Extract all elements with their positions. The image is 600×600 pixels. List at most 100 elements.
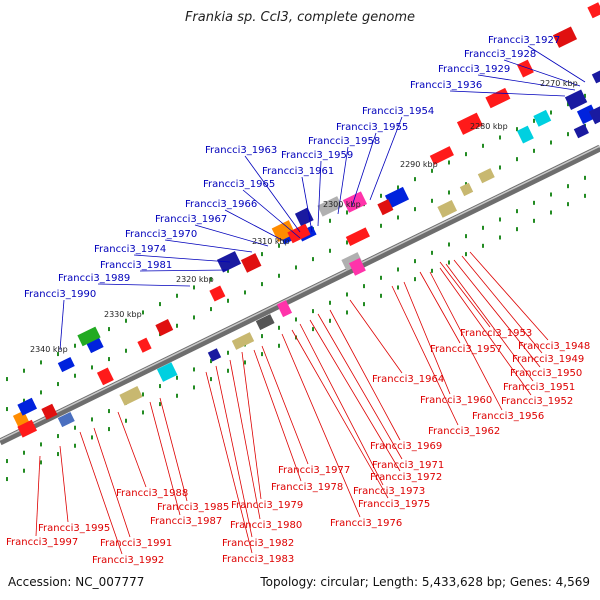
- reverse-gene-label[interactable]: Francci3_1950: [510, 368, 582, 379]
- forward-gene-label[interactable]: Francci3_1970: [125, 229, 197, 240]
- reverse-gene-label[interactable]: Francci3_1960: [420, 395, 492, 406]
- reverse-gene-label[interactable]: Francci3_1951: [503, 382, 575, 393]
- gene-feature[interactable]: [588, 105, 600, 125]
- reverse-gene-label[interactable]: Francci3_1992: [92, 555, 164, 566]
- reverse-gene-label[interactable]: Francci3_1949: [512, 354, 584, 365]
- reverse-gene-label[interactable]: Francci3_1976: [330, 518, 402, 529]
- reverse-gene-label[interactable]: Francci3_1997: [6, 537, 78, 548]
- gene-feature[interactable]: [377, 199, 394, 216]
- gene-feature[interactable]: [41, 403, 58, 420]
- gene-feature[interactable]: [459, 182, 474, 197]
- reverse-gene-label[interactable]: Francci3_1991: [100, 538, 172, 549]
- forward-gene-label[interactable]: Francci3_1990: [24, 289, 96, 300]
- reverse-gene-label[interactable]: Francci3_1953: [460, 328, 532, 339]
- gene-feature[interactable]: [96, 367, 114, 386]
- forward-gene-label[interactable]: Francci3_1929: [438, 64, 510, 75]
- gene-feature[interactable]: [345, 227, 370, 246]
- reverse-gene-label[interactable]: Francci3_1948: [518, 341, 590, 352]
- reverse-gene-label[interactable]: Francci3_1988: [116, 488, 188, 499]
- forward-gene-label[interactable]: Francci3_1961: [262, 166, 334, 177]
- gene-feature[interactable]: [533, 109, 552, 127]
- forward-gene-label[interactable]: Francci3_1966: [185, 199, 257, 210]
- reverse-gene-label[interactable]: Francci3_1952: [501, 396, 573, 407]
- gene-feature[interactable]: [587, 2, 600, 19]
- gene-feature[interactable]: [207, 348, 222, 362]
- forward-gene-label[interactable]: Francci3_1989: [58, 273, 130, 284]
- forward-gene-label[interactable]: Francci3_1955: [336, 122, 408, 133]
- gene-feature[interactable]: [119, 386, 143, 406]
- tick-mark: [57, 382, 59, 387]
- reverse-gene-label[interactable]: Francci3_1983: [222, 554, 294, 565]
- gene-feature[interactable]: [255, 314, 275, 331]
- reverse-gene-label[interactable]: Francci3_1975: [358, 499, 430, 510]
- gene-feature[interactable]: [57, 411, 75, 428]
- forward-gene-label[interactable]: Francci3_1954: [362, 106, 434, 117]
- gene-feature[interactable]: [231, 332, 255, 350]
- gene-feature[interactable]: [209, 285, 226, 302]
- forward-gene-label[interactable]: Francci3_1959: [281, 150, 353, 161]
- gene-feature[interactable]: [485, 87, 511, 109]
- reverse-gene-label[interactable]: Francci3_1972: [370, 472, 442, 483]
- gene-feature[interactable]: [516, 59, 534, 78]
- reverse-gene-label[interactable]: Francci3_1980: [230, 520, 302, 531]
- gene-feature[interactable]: [477, 168, 495, 184]
- gene-feature[interactable]: [456, 112, 483, 135]
- tick-mark: [431, 168, 433, 173]
- forward-gene-label[interactable]: Francci3_1965: [203, 179, 275, 190]
- gene-feature[interactable]: [17, 419, 38, 438]
- forward-gene-label[interactable]: Francci3_1928: [464, 49, 536, 60]
- gene-feature[interactable]: [576, 104, 598, 125]
- leader-line: [309, 319, 401, 472]
- tick-mark: [448, 260, 450, 265]
- gene-feature[interactable]: [155, 319, 174, 336]
- gene-feature[interactable]: [287, 223, 311, 244]
- gene-feature[interactable]: [348, 257, 366, 276]
- gene-feature[interactable]: [437, 199, 458, 218]
- gene-feature[interactable]: [137, 337, 152, 353]
- gene-feature[interactable]: [573, 124, 589, 139]
- gene-feature[interactable]: [342, 191, 368, 213]
- reverse-gene-label[interactable]: Francci3_1973: [353, 486, 425, 497]
- gene-feature[interactable]: [77, 326, 101, 347]
- reverse-gene-label[interactable]: Francci3_1962: [428, 426, 500, 437]
- reverse-gene-label[interactable]: Francci3_1979: [231, 500, 303, 511]
- reverse-gene-label[interactable]: Francci3_1956: [472, 411, 544, 422]
- leader-line: [503, 59, 581, 87]
- leader-line: [329, 309, 401, 441]
- reverse-gene-label[interactable]: Francci3_1978: [271, 482, 343, 493]
- tick-mark: [329, 300, 331, 305]
- forward-gene-label[interactable]: Francci3_1936: [410, 80, 482, 91]
- reverse-gene-label[interactable]: Francci3_1957: [430, 344, 502, 355]
- forward-gene-label[interactable]: Francci3_1963: [205, 145, 277, 156]
- reverse-gene-label[interactable]: Francci3_1971: [372, 460, 444, 471]
- forward-gene-label[interactable]: Francci3_1974: [94, 244, 166, 255]
- gene-feature[interactable]: [564, 89, 588, 110]
- reverse-gene-label[interactable]: Francci3_1982: [222, 538, 294, 549]
- gene-feature[interactable]: [591, 67, 600, 84]
- gene-feature[interactable]: [156, 362, 178, 382]
- gene-feature[interactable]: [57, 356, 75, 373]
- reverse-gene-label[interactable]: Francci3_1995: [38, 523, 110, 534]
- reverse-gene-label[interactable]: Francci3_1964: [372, 374, 444, 385]
- reverse-gene-label[interactable]: Francci3_1969: [370, 441, 442, 452]
- gene-feature[interactable]: [429, 146, 454, 165]
- tick-mark: [23, 468, 25, 473]
- gene-feature[interactable]: [240, 253, 262, 273]
- forward-gene-label[interactable]: Francci3_1958: [308, 136, 380, 147]
- reverse-gene-label[interactable]: Francci3_1985: [157, 502, 229, 513]
- gene-feature[interactable]: [317, 196, 343, 217]
- gene-feature[interactable]: [341, 252, 363, 271]
- tick-mark: [346, 292, 348, 297]
- gene-feature[interactable]: [294, 207, 314, 227]
- gene-feature[interactable]: [276, 300, 293, 318]
- gene-feature[interactable]: [516, 125, 534, 144]
- gene-feature[interactable]: [384, 186, 410, 209]
- forward-gene-label[interactable]: Francci3_1967: [155, 214, 227, 225]
- forward-gene-label[interactable]: Francci3_1927: [488, 35, 560, 46]
- gene-feature[interactable]: [552, 26, 578, 48]
- leader-line: [337, 146, 349, 215]
- reverse-gene-label[interactable]: Francci3_1987: [150, 516, 222, 527]
- reverse-gene-label[interactable]: Francci3_1977: [278, 465, 350, 476]
- gene-feature[interactable]: [17, 397, 38, 416]
- forward-gene-label[interactable]: Francci3_1981: [100, 260, 172, 271]
